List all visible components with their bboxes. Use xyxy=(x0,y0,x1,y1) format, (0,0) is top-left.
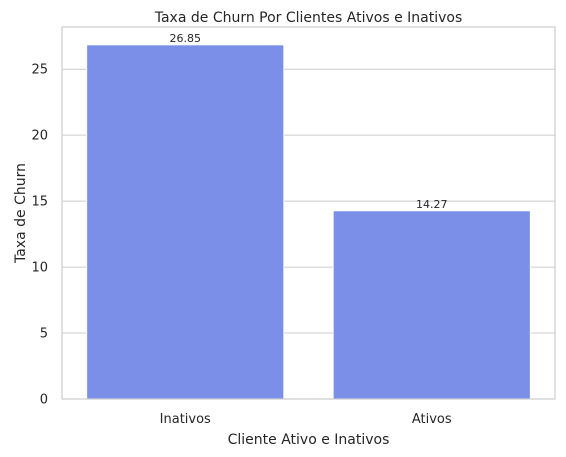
bar-value-label: 14.27 xyxy=(416,198,448,211)
data-labels: 26.85 14.27 xyxy=(170,32,448,211)
x-axis-label: Cliente Ativo e Inativos xyxy=(228,432,390,448)
y-tick-label: 5 xyxy=(40,327,48,342)
y-tick-label: 0 xyxy=(40,393,48,408)
y-tick-label: 20 xyxy=(31,129,48,144)
chart-title: Taxa de Churn Por Clientes Ativos e Inat… xyxy=(154,10,463,26)
x-tick-label: Ativos xyxy=(412,412,452,427)
y-axis-label: Taxa de Churn xyxy=(13,163,29,264)
bar-value-label: 26.85 xyxy=(170,32,202,45)
bar-ativos xyxy=(332,210,531,400)
bar-inativos xyxy=(86,44,285,400)
x-axis-ticks: Inativos Ativos xyxy=(160,412,452,427)
y-axis-ticks: 0 5 10 15 20 25 xyxy=(31,63,48,408)
bars xyxy=(86,44,531,400)
y-tick-label: 10 xyxy=(31,261,48,276)
plot-frame xyxy=(61,26,556,400)
x-tick-label: Inativos xyxy=(160,412,211,427)
y-tick-label: 25 xyxy=(31,63,48,78)
y-tick-label: 15 xyxy=(31,195,48,210)
